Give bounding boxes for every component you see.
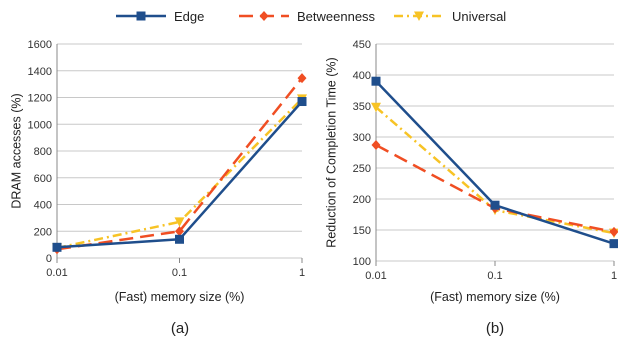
panel-label: (a) <box>171 320 189 337</box>
series-line-betweenness <box>375 143 615 234</box>
y-tick-label: 100 <box>353 256 371 268</box>
data-point-universal <box>371 102 381 113</box>
series-edge <box>52 97 307 252</box>
x-tick-label: 0.01 <box>365 270 386 282</box>
x-tick-label: 0.1 <box>487 270 502 282</box>
data-point-betweenness <box>371 140 381 151</box>
y-tick-label: 1000 <box>28 119 52 131</box>
data-point-edge <box>609 239 618 249</box>
legend-item-betweenness: Betweenness <box>239 9 376 24</box>
chart-panel-b: 100 150 200 250 300 350 400 450 0.01 0.1 1 (Fast) m… <box>324 39 618 337</box>
y-tick-label: 150 <box>353 225 371 237</box>
data-point-universal <box>174 217 185 227</box>
legend-label-universal: Universal <box>452 9 506 24</box>
series-universal <box>371 102 618 239</box>
series-line-betweenness <box>56 77 303 251</box>
legend-marker-edge <box>136 11 146 21</box>
data-point-edge <box>52 242 62 252</box>
panel-label: (b) <box>486 320 504 337</box>
legend-label-betweenness: Betweenness <box>297 9 376 24</box>
x-tick-label: 0.01 <box>46 267 67 279</box>
data-point-edge <box>297 97 307 107</box>
legend-item-edge: Edge <box>116 9 204 24</box>
series-line-universal <box>56 97 303 250</box>
series-edge <box>371 76 618 249</box>
legend-item-universal: Universal <box>394 9 506 24</box>
data-point-betweenness <box>609 226 618 237</box>
y-tick-label: 600 <box>34 173 52 185</box>
y-tick-label: 0 <box>46 253 52 265</box>
y-tick-label: 450 <box>353 39 371 51</box>
y-tick-label: 400 <box>34 200 52 212</box>
legend-marker-betweenness <box>259 11 269 21</box>
x-tick-label: 0.1 <box>172 267 187 279</box>
y-tick-label: 350 <box>353 101 371 113</box>
legend-marker-universal <box>414 11 424 21</box>
x-tick-label: 1 <box>611 270 617 282</box>
y-tick-label: 1200 <box>28 93 52 105</box>
y-tick-label: 250 <box>353 163 371 175</box>
data-point-betweenness <box>175 226 184 237</box>
data-point-betweenness <box>297 73 307 84</box>
legend: Edge Betweenness Universal <box>116 9 506 24</box>
legend-label-edge: Edge <box>174 9 204 24</box>
data-point-edge <box>175 234 184 244</box>
y-tick-label: 800 <box>34 146 52 158</box>
y-tick-label: 400 <box>353 70 371 82</box>
y-tick-label: 1600 <box>28 39 52 51</box>
data-point-edge <box>490 200 500 210</box>
y-tick-label: 1400 <box>28 66 52 78</box>
y-axis-title: Reduction of Completion Time (%) <box>324 57 338 247</box>
y-tick-label: 300 <box>353 132 371 144</box>
x-tick-label: 1 <box>299 267 305 279</box>
x-axis-title: (Fast) memory size (%) <box>115 290 245 304</box>
x-axis-title: (Fast) memory size (%) <box>430 290 560 304</box>
data-point-edge <box>371 76 381 86</box>
chart-panel-a: 0 200 400 600 800 1000 1200 1400 1600 0.01 0.1 1 (Fa… <box>9 39 307 337</box>
series-betweenness <box>52 73 307 255</box>
y-tick-label: 200 <box>353 194 371 206</box>
series-betweenness <box>371 140 618 237</box>
y-axis-title: DRAM accesses (%) <box>9 93 23 208</box>
y-tick-label: 200 <box>34 226 52 238</box>
